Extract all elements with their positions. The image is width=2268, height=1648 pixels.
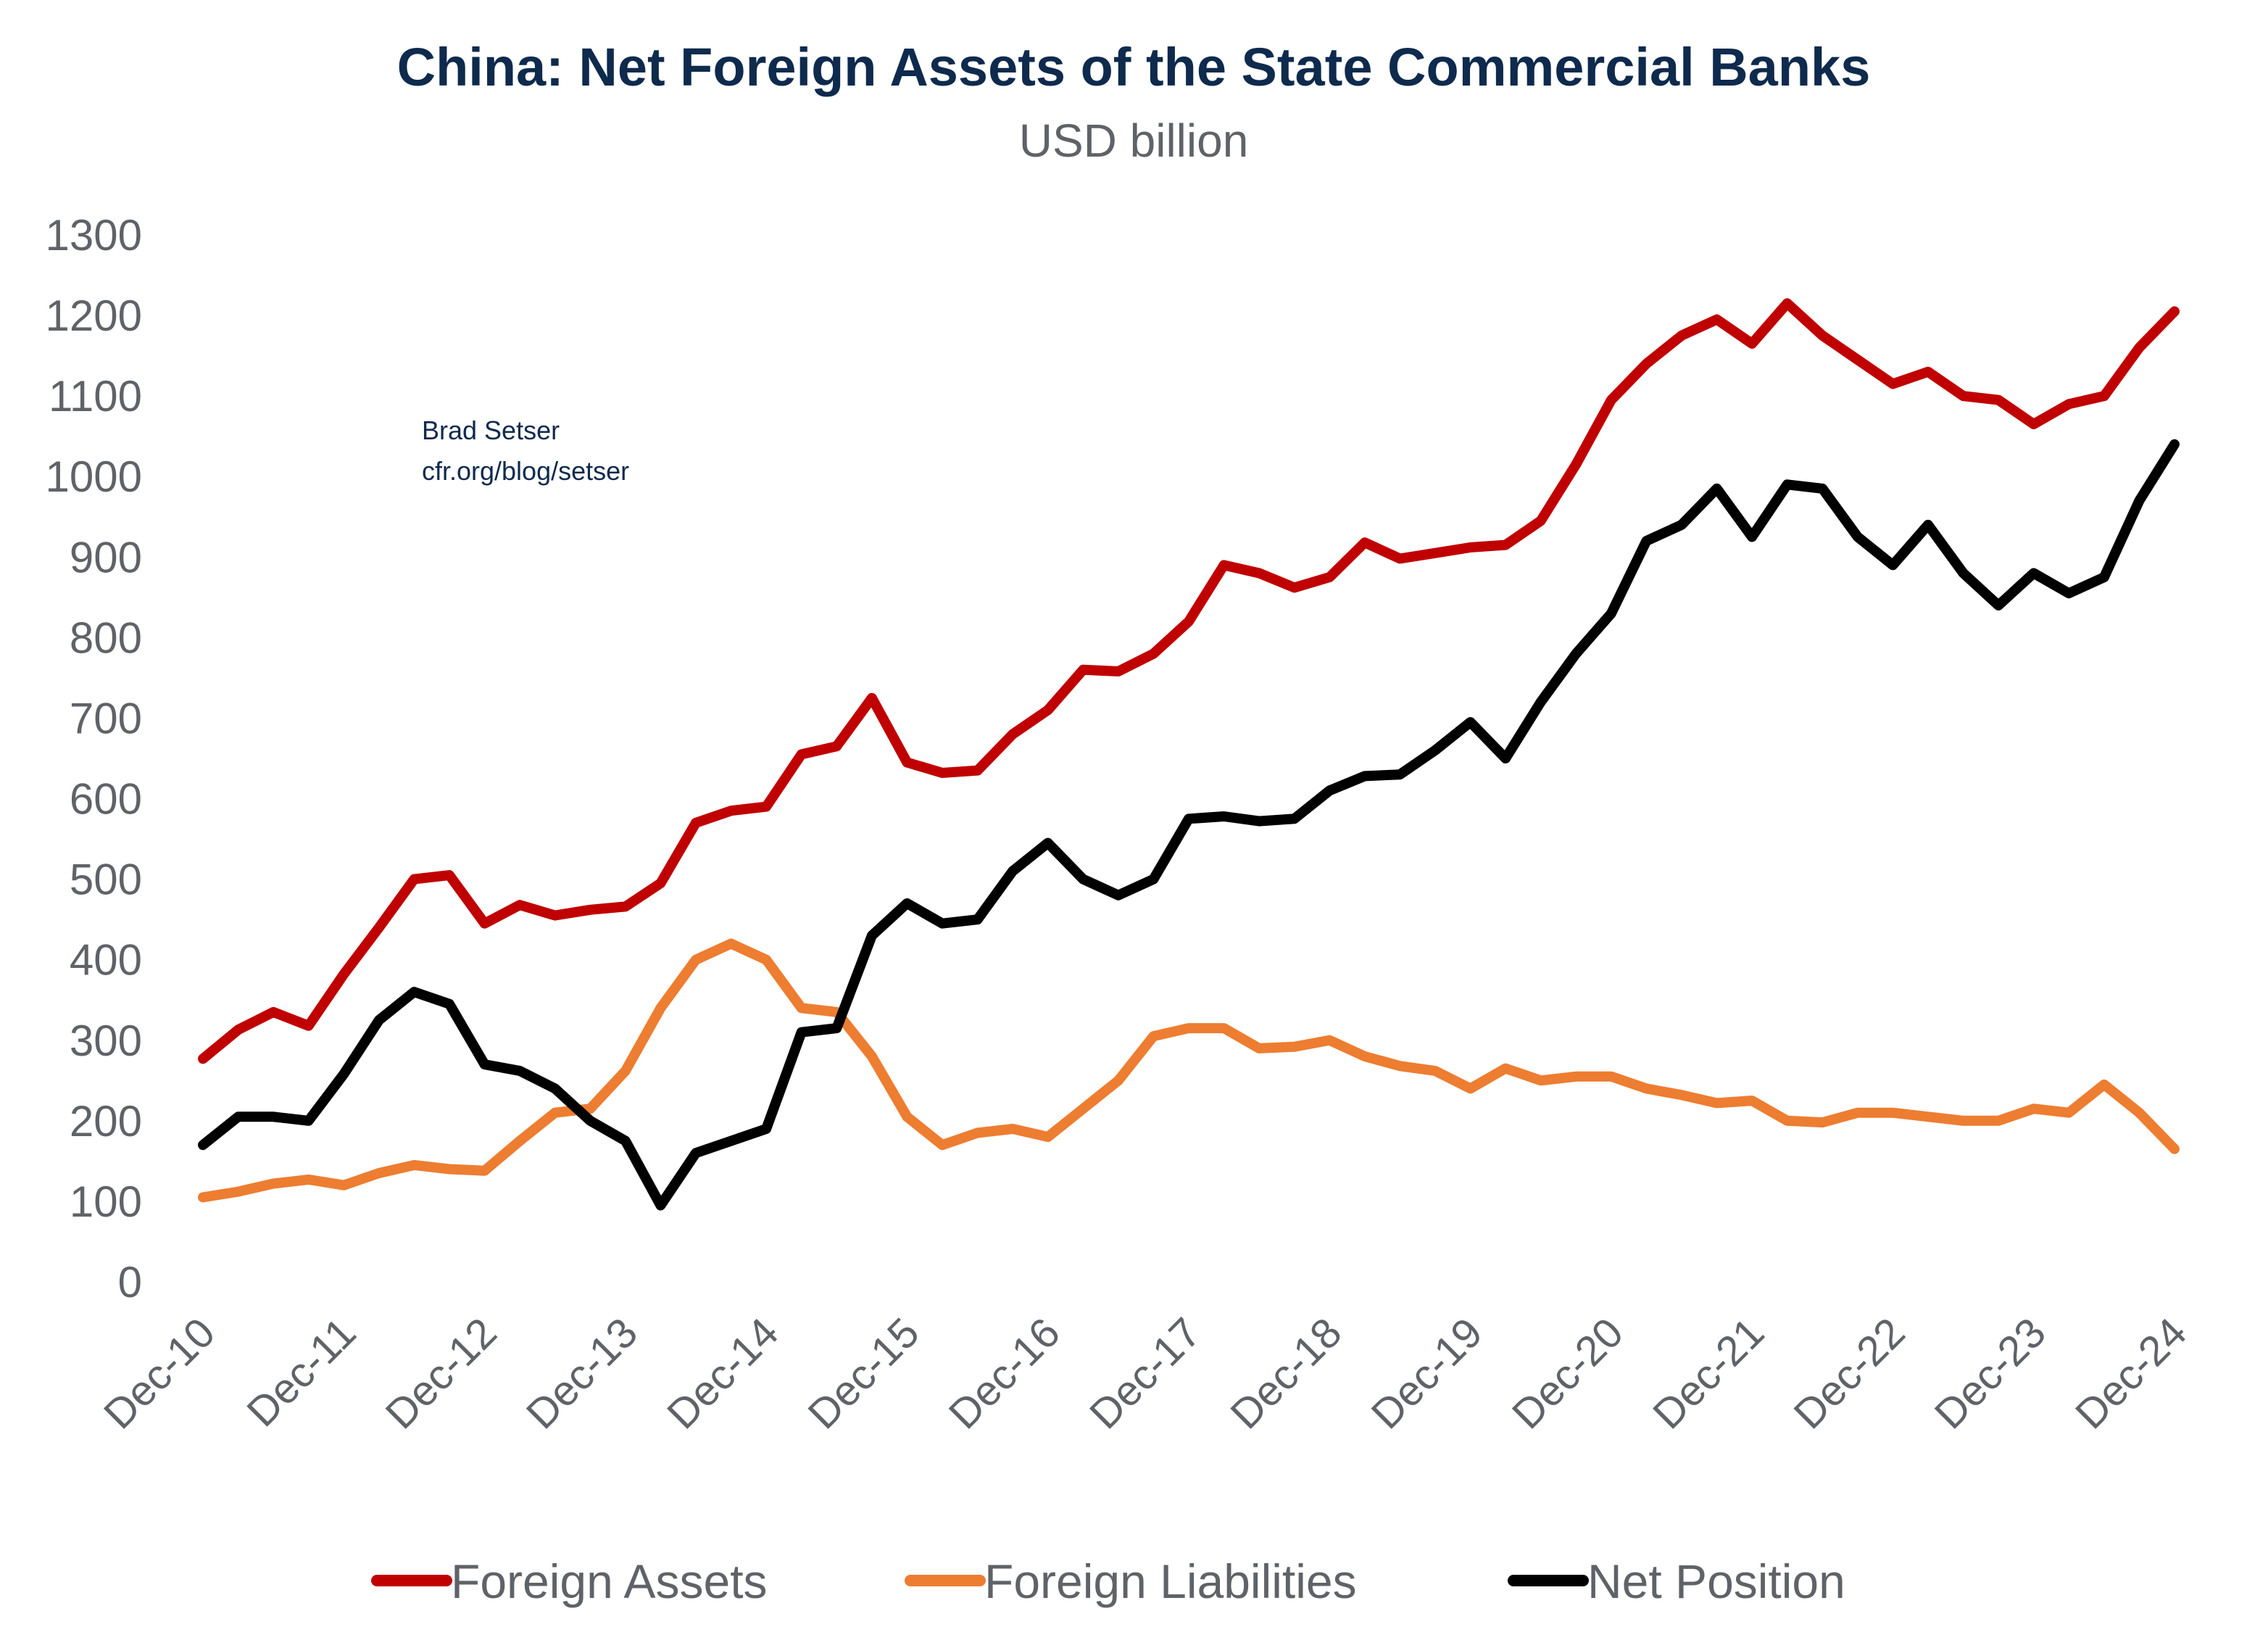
y-tick-label: 100 xyxy=(70,1177,142,1226)
legend-label: Net Position xyxy=(1587,1554,1845,1608)
y-tick-label: 1200 xyxy=(46,291,142,340)
chart-subtitle: USD billion xyxy=(1019,115,1249,167)
x-tick-label: Dec-22 xyxy=(1785,1309,1914,1438)
x-tick-label: Dec-20 xyxy=(1503,1309,1632,1438)
y-tick-label: 500 xyxy=(70,856,142,904)
y-tick-label: 1300 xyxy=(46,211,142,260)
x-tick-label: Dec-15 xyxy=(799,1309,928,1438)
x-tick-label: Dec-23 xyxy=(1926,1309,2055,1438)
legend-label: Foreign Liabilities xyxy=(984,1554,1357,1608)
x-tick-label: Dec-10 xyxy=(95,1309,224,1438)
x-tick-label: Dec-12 xyxy=(377,1309,506,1438)
x-tick-label: Dec-21 xyxy=(1644,1309,1773,1438)
x-tick-label: Dec-16 xyxy=(940,1309,1069,1438)
x-tick-label: Dec-24 xyxy=(2066,1309,2196,1438)
source-annotation: cfr.org/blog/setser xyxy=(422,456,629,486)
legend-label: Foreign Assets xyxy=(451,1554,768,1608)
series-line-foreign-assets xyxy=(198,298,2180,1064)
y-tick-label: 1000 xyxy=(46,452,142,501)
y-tick-label: 700 xyxy=(70,694,142,742)
y-tick-label: 800 xyxy=(70,613,142,662)
y-tick-label: 0 xyxy=(118,1258,142,1307)
series-line-net-position xyxy=(198,439,2180,1211)
x-axis: Dec-10 Dec-11 Dec-12 Dec-13 Dec-14 Dec-15 Dec-… xyxy=(95,1309,2196,1438)
x-tick-label: Dec-13 xyxy=(518,1309,647,1438)
x-tick-label: Dec-17 xyxy=(1081,1309,1210,1438)
legend: Foreign Assets Foreign Liabilities Net Pos… xyxy=(371,1554,1845,1608)
y-tick-label: 1100 xyxy=(49,372,142,421)
y-tick-label: 600 xyxy=(70,775,142,824)
y-tick-label: 400 xyxy=(70,936,142,985)
y-axis: 0 100 200 300 400 500 600 700 800 900 1000 1100 1200… xyxy=(46,211,142,1307)
legend-item: Net Position xyxy=(1508,1554,1845,1608)
x-tick-label: Dec-19 xyxy=(1363,1309,1492,1438)
author-annotation: Brad Setser xyxy=(422,415,560,445)
y-tick-label: 300 xyxy=(70,1016,142,1065)
x-tick-label: Dec-14 xyxy=(658,1309,787,1438)
series-lines xyxy=(198,298,2180,1211)
series-line-foreign-liabilities xyxy=(198,938,2180,1203)
x-tick-label: Dec-11 xyxy=(238,1309,365,1436)
legend-item: Foreign Assets xyxy=(371,1554,768,1608)
y-tick-label: 900 xyxy=(70,533,142,581)
y-tick-label: 200 xyxy=(70,1097,142,1146)
chart-title: China: Net Foreign Assets of the State C… xyxy=(397,37,1871,97)
x-tick-label: Dec-18 xyxy=(1221,1309,1350,1438)
legend-item: Foreign Liabilities xyxy=(905,1554,1357,1608)
